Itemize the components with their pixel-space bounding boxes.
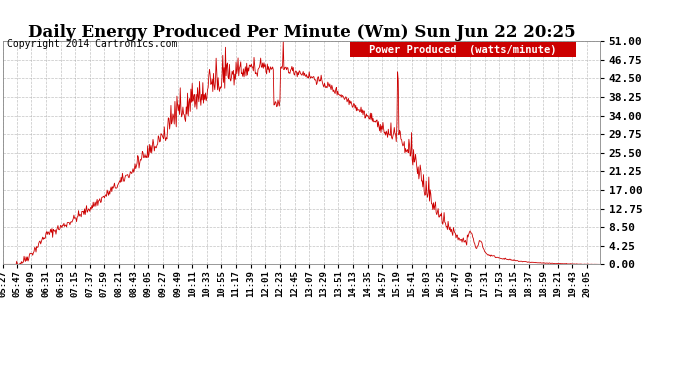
Text: Copyright 2014 Cartronics.com: Copyright 2014 Cartronics.com [7, 39, 177, 50]
Title: Daily Energy Produced Per Minute (Wm) Sun Jun 22 20:25: Daily Energy Produced Per Minute (Wm) Su… [28, 24, 575, 41]
